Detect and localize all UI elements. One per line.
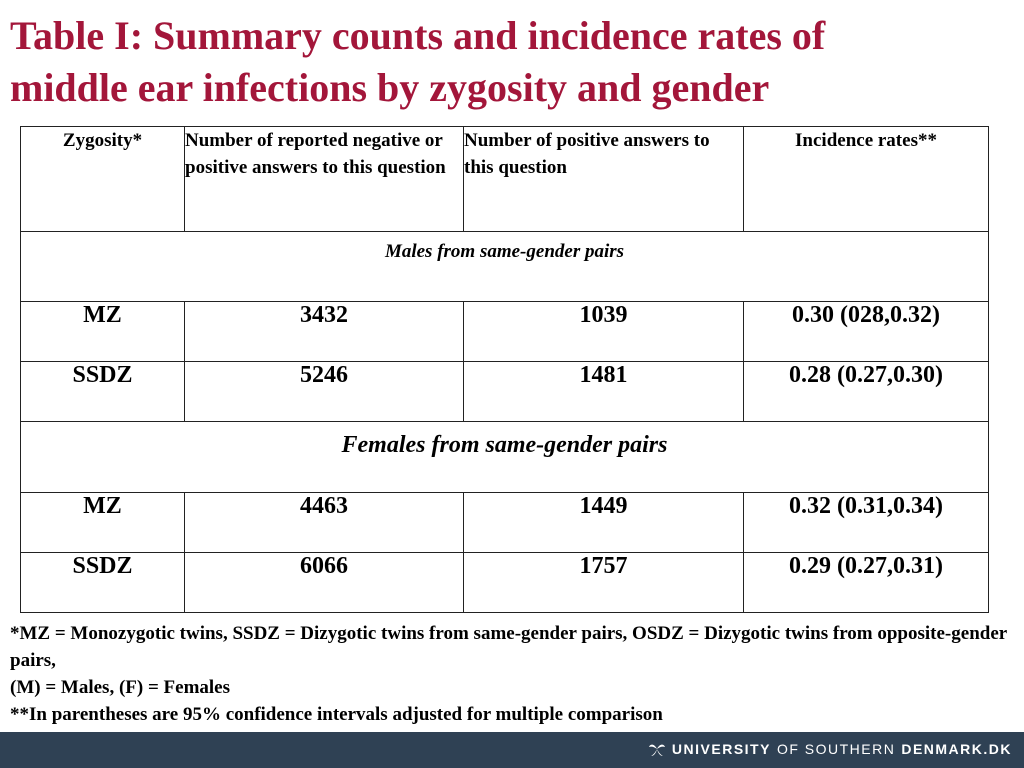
cell-positive: 1449 [463,492,744,553]
brand-of-southern: OF SOUTHERN [776,741,896,757]
university-brand: UNIVERSITY OF SOUTHERN DENMARK.DK [648,741,1012,757]
table-row: SSDZ 6066 1757 0.29 (0.27,0.31) [20,552,989,613]
table-row: SSDZ 5246 1481 0.28 (0.27,0.30) [20,361,989,422]
cell-reported: 4463 [184,492,464,553]
cell-reported: 5246 [184,361,464,422]
brand-denmark: DENMARK.DK [901,741,1012,757]
header-incidence-rates: Incidence rates** [743,126,989,232]
summary-table: Zygosity* Number of reported negative or… [20,126,989,613]
page-title-line-2: middle ear infections by zygosity and ge… [10,65,770,110]
cell-zygosity: MZ [20,301,185,362]
page-title-line-1: Table I: Summary counts and incidence ra… [10,13,826,58]
header-positive-answers: Number of positive answers to this quest… [463,126,744,232]
footnotes: *MZ = Monozygotic twins, SSDZ = Dizygoti… [10,620,1015,728]
page-title: Table I: Summary counts and incidence ra… [10,10,1010,114]
cell-incidence: 0.32 (0.31,0.34) [743,492,989,553]
table-header-row: Zygosity* Number of reported negative or… [20,126,989,232]
cell-positive: 1039 [463,301,744,362]
table-row: MZ 4463 1449 0.32 (0.31,0.34) [20,492,989,553]
footer-bar: UNIVERSITY OF SOUTHERN DENMARK.DK [0,732,1024,768]
cell-zygosity: MZ [20,492,185,553]
cell-positive: 1481 [463,361,744,422]
cell-incidence: 0.28 (0.27,0.30) [743,361,989,422]
footnote-confidence-intervals: **In parentheses are 95% confidence inte… [10,704,663,725]
section-label-males: Males from same-gender pairs [20,231,989,302]
cell-positive: 1757 [463,552,744,613]
brand-university: UNIVERSITY [671,741,771,757]
section-row-males: Males from same-gender pairs [20,231,989,302]
cell-incidence: 0.29 (0.27,0.31) [743,552,989,613]
cell-reported: 6066 [184,552,464,613]
cell-incidence: 0.30 (028,0.32) [743,301,989,362]
sdu-swirl-logo-icon [648,744,665,756]
footnote-zygosity-definitions: *MZ = Monozygotic twins, SSDZ = Dizygoti… [10,623,1007,671]
footnote-gender-definitions: (M) = Males, (F) = Females [10,677,231,698]
table-row: MZ 3432 1039 0.30 (028,0.32) [20,301,989,362]
cell-reported: 3432 [184,301,464,362]
section-row-females: Females from same-gender pairs [20,421,989,493]
header-reported-answers: Number of reported negative or positive … [184,126,464,232]
section-label-females: Females from same-gender pairs [20,421,989,493]
header-zygosity: Zygosity* [20,126,185,232]
cell-zygosity: SSDZ [20,552,185,613]
cell-zygosity: SSDZ [20,361,185,422]
